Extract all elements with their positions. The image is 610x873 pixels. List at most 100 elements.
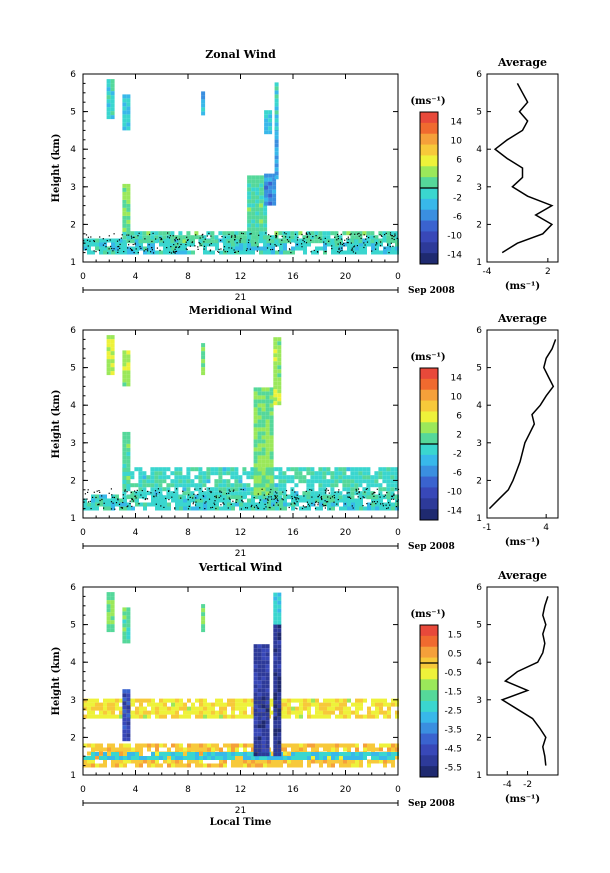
heatmap-cell [371,242,375,247]
heatmap-cell [163,246,167,251]
heatmap-cell [295,743,299,748]
contour-dot [290,503,292,505]
heatmap-cell [111,250,115,255]
contour-dot [99,499,101,502]
heatmap-cell [379,698,383,703]
heatmap-cell [359,246,363,251]
heatmap-cell [265,415,270,420]
heatmap-cell [234,491,239,496]
heatmap-cell [274,163,279,168]
heatmap-cell [274,147,279,152]
average-title: Average [497,569,547,582]
contour-dot [210,507,212,509]
heatmap-cell [295,710,299,715]
heatmap-cell [268,193,273,198]
heatmap-cell [106,367,111,372]
heatmap-cell [265,752,270,757]
heatmap-cell [257,399,262,404]
heatmap-cell [387,506,391,511]
heatmap-cell [110,371,115,376]
contour-dot [174,240,176,242]
heatmap-cell [273,632,278,637]
contour-dot [147,250,149,252]
contour-dot [241,500,243,502]
heatmap-cell [371,747,375,752]
y-tick-label: 4 [70,658,76,668]
heatmap-cell [126,94,131,99]
heatmap-cell [264,173,269,178]
heatmap-cell [182,235,187,240]
contour-dot [329,497,332,499]
contour-dot [145,248,147,251]
contour-dot [175,250,178,252]
heatmap-cell [375,502,379,507]
heatmap-cell [311,250,315,255]
contour-dot [139,246,141,248]
heatmap-cell [150,231,155,236]
contour-dot [231,235,233,237]
heatmap-cell [211,747,215,752]
heatmap-cell [330,479,335,484]
contour-dot [385,504,387,506]
heatmap-cell [330,231,335,236]
heatmap-cell [242,487,247,492]
contour-dot [380,235,382,237]
contour-dot [351,247,353,249]
heatmap-cell [83,502,87,507]
heatmap-cell [142,487,147,492]
heatmap-cell [95,238,99,243]
heatmap-cell [154,467,159,472]
heatmap-cell [283,698,287,703]
heatmap-cell [339,752,343,756]
heatmap-cell [277,640,282,645]
heatmap-cell [339,759,343,764]
heatmap-cell [282,475,287,480]
heatmap-cell [206,471,211,476]
heatmap-cell [253,648,258,653]
heatmap-cell [358,467,363,472]
contour-dot [365,238,367,240]
heatmap-cell [358,475,363,480]
contour-dot [204,508,206,510]
heatmap-cell [99,747,103,752]
contour-dot [227,507,229,509]
heatmap-cell [355,706,359,711]
contour-dot [355,490,357,492]
heatmap-cell [253,688,258,693]
heatmap-cell [250,467,255,472]
heatmap-cell [318,475,323,480]
contour-dot [197,493,199,496]
heatmap-cell [257,455,262,460]
heatmap-cell [374,475,379,480]
contour-dot [322,503,324,505]
contour-dot [168,499,170,501]
heatmap-cell [191,743,195,748]
heatmap-cell [122,459,127,464]
heatmap-cell [299,702,303,707]
heatmap-cell [142,491,147,496]
contour-dot [114,508,116,510]
heatmap-cell [390,467,395,472]
heatmap-cell [330,487,335,492]
heatmap-cell [130,483,135,488]
heatmap-cluster [83,752,399,760]
contour-dot [201,234,203,236]
heatmap-cell [222,467,227,472]
heatmap-cell [175,710,179,715]
heatmap-cell [135,752,139,756]
heatmap-cell [291,498,295,503]
heatmap-cell [395,710,399,715]
contour-dot [233,489,235,491]
heatmap-cell [179,759,183,764]
heatmap-cell [122,215,127,220]
contour-dot [199,488,201,490]
heatmap-cell [151,743,155,748]
contour-dot [219,490,221,492]
heatmap-cell [331,502,335,507]
heatmap-cell [126,717,131,722]
heatmap-cell [265,712,270,717]
heatmap-cell [170,239,175,244]
heatmap-cell [163,714,167,719]
heatmap-cell [167,506,171,511]
heatmap-cell [127,250,131,255]
